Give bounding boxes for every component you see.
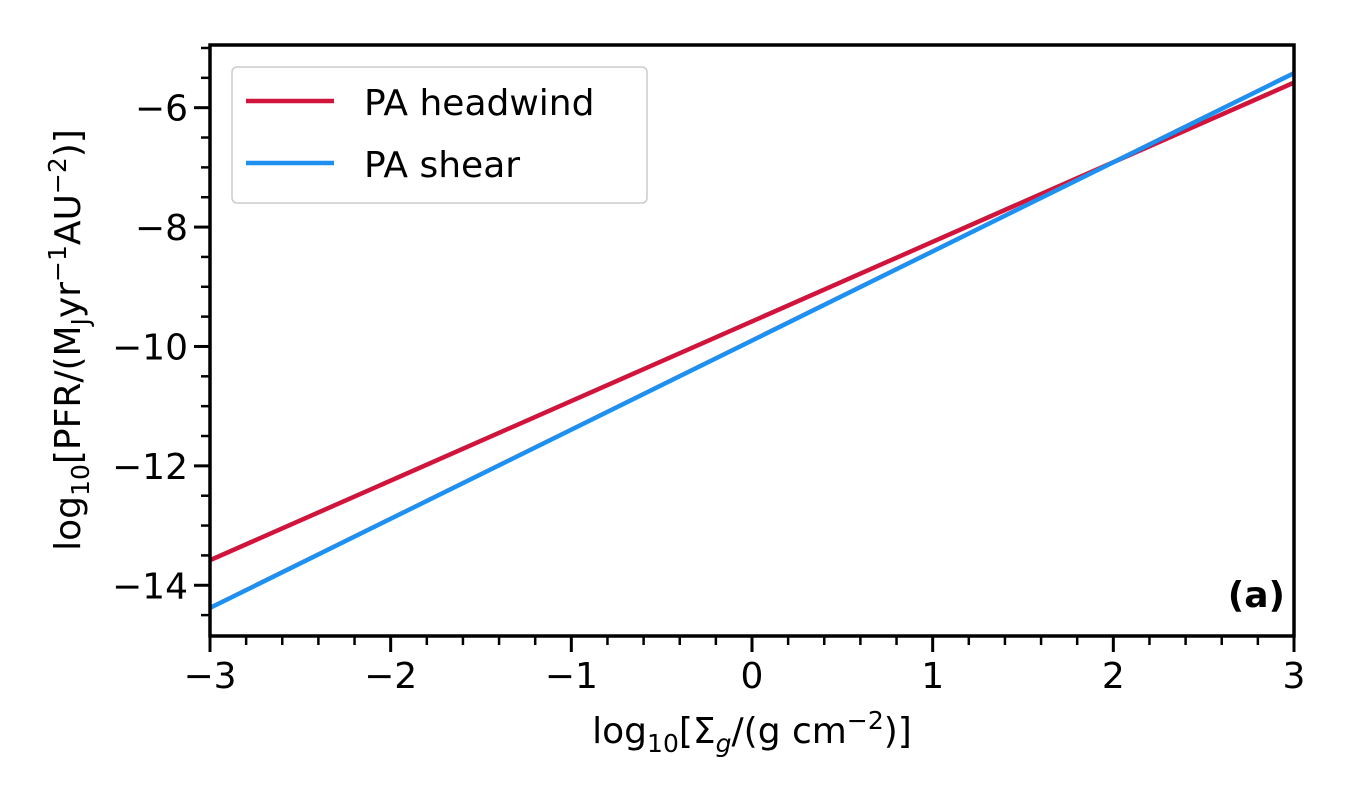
plot-frame: [208, 43, 1296, 638]
y-label-yr: yr: [48, 282, 89, 318]
y-tick-label: −14: [112, 566, 188, 607]
x-tick-label: 0: [741, 656, 764, 697]
legend: PA headwind PA shear: [231, 66, 648, 204]
x-tick-label: 2: [1102, 656, 1125, 697]
x-tick-label: −2: [364, 656, 417, 697]
x-tick-label: 1: [921, 656, 944, 697]
series-line-pa-shear: [209, 71, 1295, 610]
y-tick-label: −8: [135, 208, 188, 249]
x-tick-label: −3: [183, 656, 236, 697]
panel-label: (a): [1228, 575, 1285, 616]
x-label-log: log: [592, 711, 647, 752]
axis-ticks: −3 −2 −1 0 1 2 3−14−12−10−8−6: [112, 46, 1306, 697]
y-label-end: )]: [48, 129, 89, 157]
y-tick-label: −12: [112, 447, 188, 488]
x-label-units: /(g cm: [732, 711, 847, 752]
y-tick-label: −10: [112, 327, 188, 368]
x-axis-label: log10[Σg/(g cm−2)]: [592, 706, 912, 758]
y-label-log: log: [48, 496, 89, 551]
x-label-sigma: [Σ: [679, 711, 716, 752]
x-label-end: )]: [884, 711, 912, 752]
y-label-sub-j: J: [66, 318, 95, 327]
legend-label-pa-shear: PA shear: [364, 145, 520, 186]
x-label-sub-10: 10: [647, 729, 679, 758]
x-label-sub-g: g: [716, 729, 732, 758]
y-tick-label: −6: [135, 89, 188, 130]
x-tick-label: 3: [1283, 656, 1306, 697]
y-label-sup-1: −1: [43, 245, 72, 282]
y-axis-label: log10[PFR/(MJyr−1AU−2)]: [43, 129, 95, 551]
y-label-au: AU: [48, 194, 89, 245]
x-tick-label: −1: [545, 656, 598, 697]
y-label-pfr: [PFR/(M: [48, 325, 89, 464]
y-label-sup-2: −2: [43, 157, 72, 194]
y-label-sub-10: 10: [66, 464, 95, 496]
plot-lines: [209, 71, 1295, 610]
legend-label-pa-headwind: PA headwind: [364, 83, 594, 124]
x-label-sup: −2: [847, 706, 884, 735]
legend-box: [231, 66, 648, 204]
